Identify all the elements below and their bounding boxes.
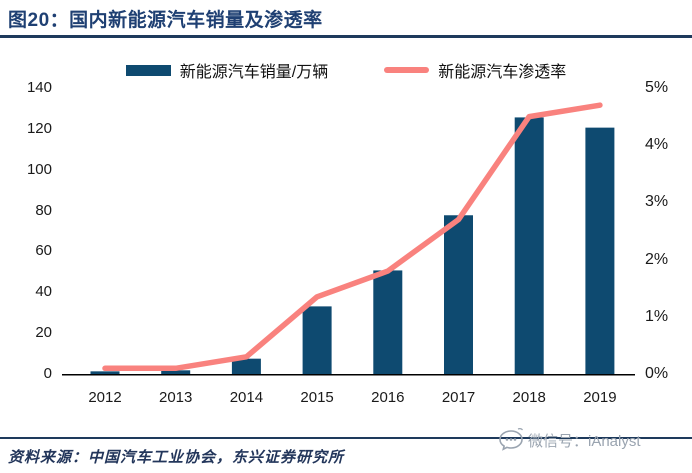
bar-2012	[90, 371, 120, 374]
bar-2017	[444, 215, 473, 374]
right-axis-tick-5%: 5%	[645, 79, 669, 96]
x-axis-label-2016: 2016	[371, 389, 405, 406]
x-axis-label-2017: 2017	[441, 389, 476, 406]
x-axis-label-2015: 2015	[300, 389, 334, 406]
footer-divider	[0, 437, 692, 439]
x-axis-label-2013: 2013	[159, 389, 193, 406]
left-axis-tick-100: 100	[26, 160, 52, 178]
legend-label-sales: 新能源汽车销量/万辆	[179, 64, 329, 81]
chat-bubble-icon	[499, 428, 523, 451]
x-axis-label-2018: 2018	[512, 389, 546, 406]
bar-2015	[302, 306, 332, 374]
x-axis-label-2012: 2012	[88, 389, 122, 406]
bar-2019	[585, 127, 615, 374]
legend-item-penetration: 新能源汽车渗透率	[384, 58, 566, 82]
right-axis-tick-1%: 1%	[645, 307, 669, 325]
right-axis-tick-2%: 2%	[645, 250, 669, 268]
title-divider	[0, 35, 692, 38]
right-axis-tick-0%: 0%	[645, 365, 669, 382]
figure-title: 图20：国内新能源汽车销量及渗透率	[8, 10, 323, 31]
bar-2013	[161, 370, 191, 374]
left-axis-tick-0: 0	[43, 365, 52, 382]
bar-2018	[514, 117, 544, 374]
source-note: 资料来源：中国汽车工业协会，东兴证券研究所	[8, 450, 345, 466]
x-axis-label-2019: 2019	[583, 389, 617, 406]
watermark: 微信号：iAnalyst	[498, 428, 641, 452]
chart-legend: 新能源汽车销量/万辆 新能源汽车渗透率	[0, 58, 692, 82]
legend-item-sales: 新能源汽车销量/万辆	[125, 58, 329, 82]
right-axis-tick-3%: 3%	[645, 193, 669, 211]
left-axis-tick-80: 80	[35, 201, 52, 219]
legend-label-penetration: 新能源汽车渗透率	[438, 64, 567, 81]
left-axis-tick-60: 60	[35, 242, 52, 260]
left-axis-tick-120: 120	[26, 119, 52, 137]
left-axis-tick-40: 40	[35, 283, 52, 301]
left-axis-tick-140: 140	[26, 79, 52, 96]
watermark-text: 微信号：iAnalyst	[528, 432, 641, 450]
x-axis-label-2014: 2014	[229, 389, 264, 406]
penetration-line	[102, 102, 603, 372]
bar-2014	[231, 358, 261, 374]
bar-swatch-icon	[125, 64, 171, 76]
bar-2016	[373, 270, 403, 374]
line-swatch-icon	[384, 67, 430, 73]
right-axis-tick-4%: 4%	[645, 136, 669, 154]
left-axis-tick-20: 20	[35, 324, 52, 342]
